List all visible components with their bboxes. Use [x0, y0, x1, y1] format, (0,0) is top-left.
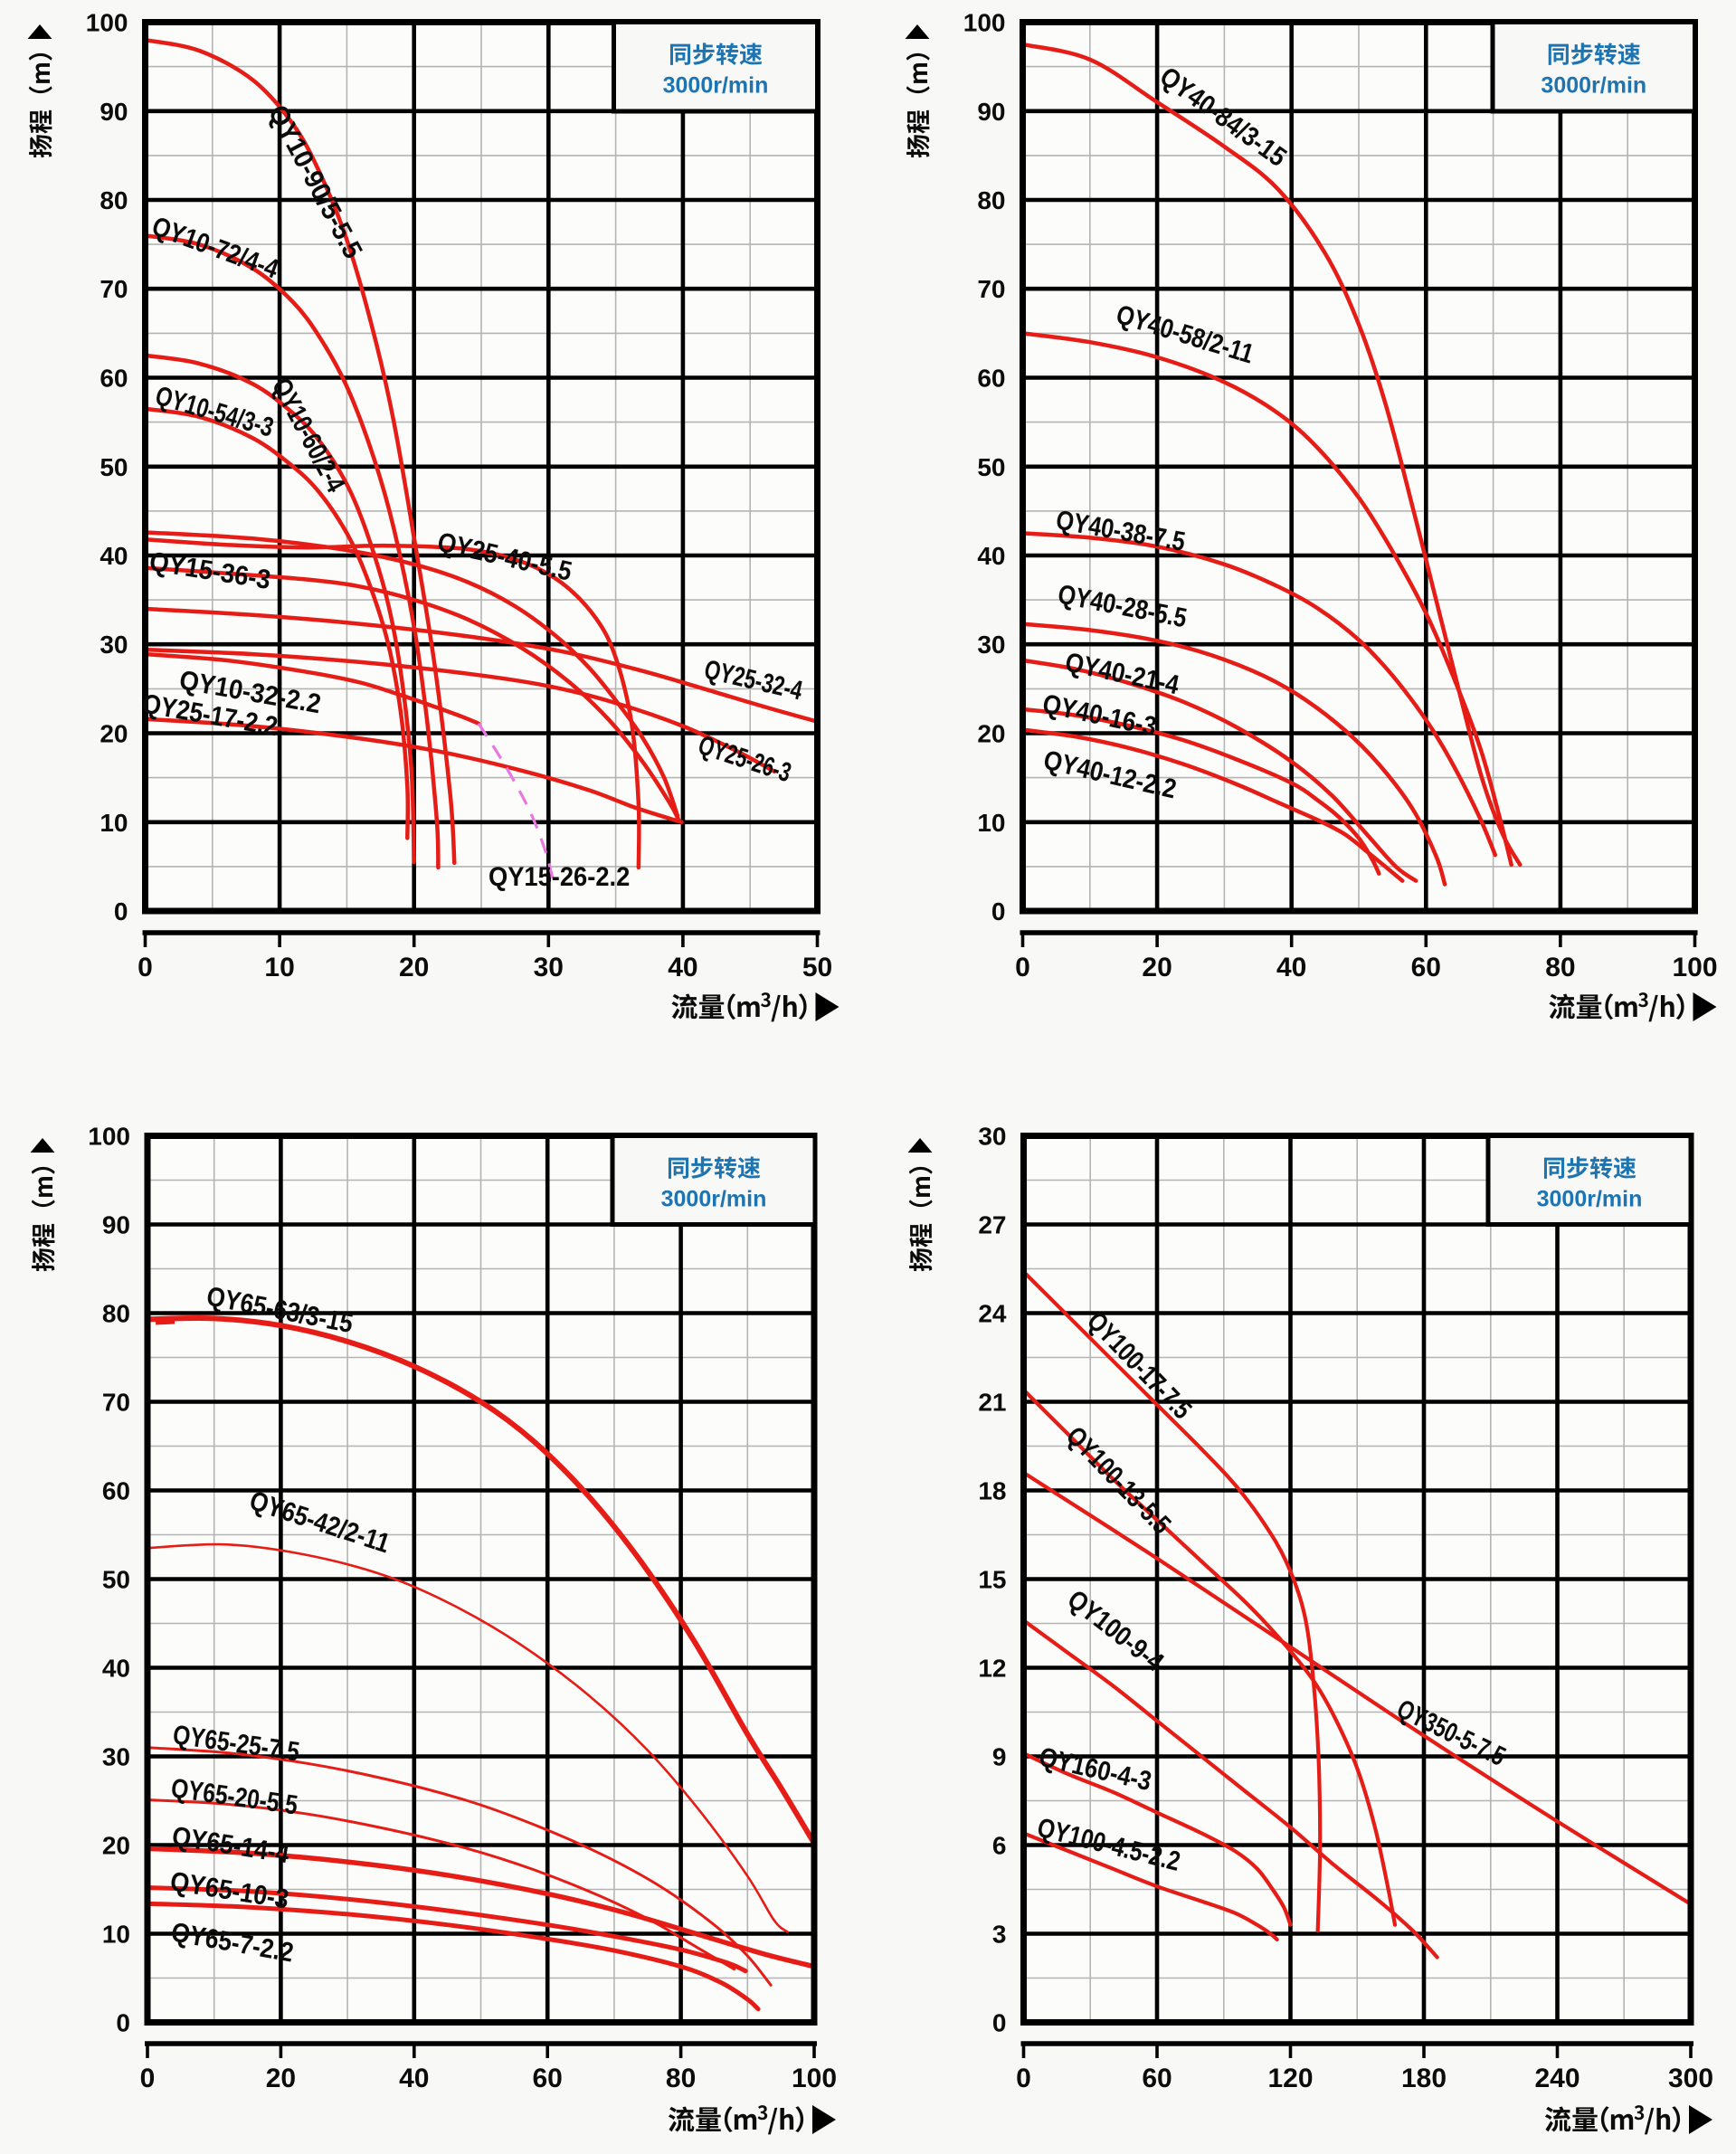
- svg-text:40: 40: [399, 2064, 429, 2093]
- svg-text:10: 10: [100, 809, 128, 837]
- svg-text:30: 30: [534, 953, 564, 982]
- svg-text:3000r/min: 3000r/min: [1537, 1187, 1643, 1212]
- svg-text:180: 180: [1401, 2064, 1447, 2093]
- svg-text:0: 0: [114, 897, 128, 925]
- svg-text:60: 60: [100, 365, 128, 393]
- svg-text:21: 21: [978, 1389, 1006, 1417]
- svg-text:20: 20: [399, 953, 429, 982]
- svg-text:240: 240: [1534, 2064, 1579, 2093]
- svg-text:18: 18: [978, 1477, 1006, 1505]
- svg-text:20: 20: [100, 720, 128, 748]
- svg-text:40: 40: [668, 953, 697, 982]
- svg-text:100: 100: [1672, 953, 1717, 982]
- svg-text:20: 20: [977, 720, 1005, 748]
- svg-text:20: 20: [266, 2064, 296, 2093]
- svg-text:0: 0: [116, 2009, 130, 2037]
- svg-text:80: 80: [977, 186, 1005, 214]
- svg-text:3000r/min: 3000r/min: [663, 73, 769, 99]
- svg-text:100: 100: [88, 1123, 130, 1151]
- svg-text:30: 30: [978, 1123, 1006, 1151]
- svg-text:0: 0: [138, 953, 153, 982]
- svg-text:30: 30: [102, 1743, 130, 1771]
- svg-text:90: 90: [977, 98, 1005, 126]
- svg-text:20: 20: [102, 1832, 130, 1860]
- svg-text:100: 100: [792, 2064, 837, 2093]
- svg-text:3000r/min: 3000r/min: [1541, 73, 1646, 99]
- svg-text:10: 10: [102, 1921, 130, 1949]
- svg-text:3000r/min: 3000r/min: [661, 1187, 767, 1212]
- svg-text:80: 80: [100, 186, 128, 214]
- svg-text:40: 40: [1276, 953, 1306, 982]
- svg-text:60: 60: [1411, 953, 1441, 982]
- svg-text:0: 0: [992, 2009, 1007, 2037]
- svg-text:27: 27: [978, 1211, 1006, 1239]
- svg-text:80: 80: [666, 2064, 696, 2093]
- svg-text:50: 50: [802, 953, 832, 982]
- svg-text:100: 100: [86, 9, 128, 37]
- svg-text:3: 3: [992, 1921, 1007, 1949]
- svg-text:30: 30: [977, 631, 1005, 659]
- svg-text:0: 0: [1015, 953, 1030, 982]
- svg-text:70: 70: [977, 275, 1005, 303]
- svg-text:6: 6: [992, 1832, 1007, 1860]
- svg-text:30: 30: [100, 631, 128, 659]
- svg-text:0: 0: [991, 897, 1006, 925]
- svg-text:90: 90: [100, 98, 128, 126]
- svg-text:0: 0: [1016, 2064, 1031, 2093]
- svg-text:20: 20: [1142, 953, 1172, 982]
- svg-text:90: 90: [102, 1211, 130, 1239]
- svg-text:60: 60: [102, 1477, 130, 1505]
- svg-text:24: 24: [978, 1300, 1007, 1328]
- svg-text:12: 12: [978, 1655, 1006, 1683]
- svg-text:50: 50: [102, 1566, 130, 1594]
- svg-text:10: 10: [977, 809, 1005, 837]
- svg-text:9: 9: [992, 1743, 1007, 1771]
- svg-text:100: 100: [963, 9, 1006, 37]
- svg-text:60: 60: [533, 2064, 563, 2093]
- svg-text:QY15-26-2.2: QY15-26-2.2: [489, 862, 630, 892]
- svg-text:80: 80: [102, 1300, 130, 1328]
- svg-text:10: 10: [264, 953, 294, 982]
- svg-text:60: 60: [1142, 2064, 1172, 2093]
- svg-text:60: 60: [977, 365, 1005, 393]
- svg-text:70: 70: [100, 275, 128, 303]
- svg-text:40: 40: [977, 542, 1005, 570]
- svg-text:80: 80: [1545, 953, 1575, 982]
- svg-text:15: 15: [978, 1566, 1006, 1594]
- svg-text:40: 40: [100, 542, 128, 570]
- svg-text:40: 40: [102, 1655, 130, 1683]
- svg-text:70: 70: [102, 1389, 130, 1417]
- svg-text:120: 120: [1267, 2064, 1313, 2093]
- svg-text:0: 0: [140, 2064, 156, 2093]
- svg-text:50: 50: [100, 453, 128, 481]
- svg-text:50: 50: [977, 453, 1005, 481]
- svg-text:300: 300: [1668, 2064, 1713, 2093]
